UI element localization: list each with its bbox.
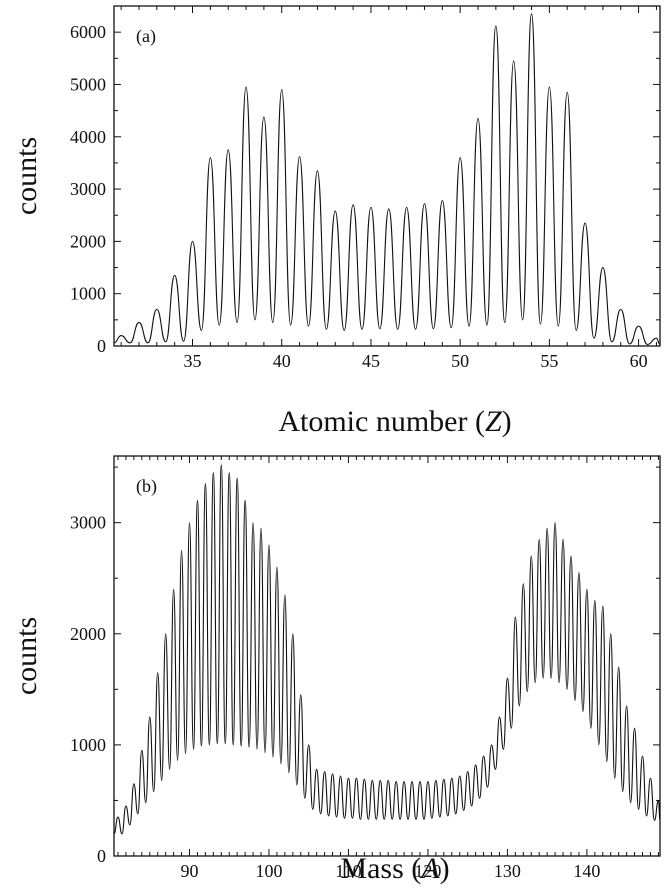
x-tick-label: 110 — [335, 861, 361, 881]
x-tick-label: 50 — [451, 351, 469, 371]
panel-label: (a) — [136, 26, 156, 47]
x-axis-title-close: ) — [502, 405, 512, 438]
y-tick-label: 6000 — [70, 22, 106, 42]
x-tick-label: 35 — [184, 351, 202, 371]
x-tick-label: 45 — [362, 351, 380, 371]
plot-frame — [113, 455, 661, 857]
series-line — [114, 464, 660, 835]
panel-a: 35 40 45 50 55 60 0 1000 2000 3000 4000 5000 6000 (a)… — [10, 5, 661, 438]
series-line — [114, 13, 660, 345]
x-tick-label: 55 — [540, 351, 558, 371]
y-axis-title: counts — [10, 137, 43, 215]
x-axis-title-text: Atomic number ( — [278, 405, 485, 438]
x-tick-label: 140 — [573, 861, 600, 881]
y-tick-label: 2000 — [70, 624, 106, 644]
x-tick-label: 130 — [494, 861, 521, 881]
x-axis-title-variable: A — [419, 852, 440, 885]
panel-label: (b) — [136, 476, 157, 497]
panel-b: 90 100 110 120 130 140 0 1000 2000 3000 (b) counts M… — [10, 455, 661, 885]
x-axis-title-text: Mass ( — [340, 852, 421, 885]
y-axis-title: counts — [10, 617, 43, 695]
y-tick-label: 0 — [97, 336, 106, 356]
y-tick-label: 4000 — [70, 127, 106, 147]
x-tick-label: 120 — [414, 861, 441, 881]
plot-frame — [113, 5, 661, 347]
x-axis-title: Mass (A) — [340, 852, 449, 885]
y-tick-label: 0 — [97, 846, 106, 866]
y-tick-label: 3000 — [70, 179, 106, 199]
y-tick-label: 2000 — [70, 231, 106, 251]
y-tick-label: 3000 — [70, 513, 106, 533]
y-tick-label: 1000 — [70, 735, 106, 755]
x-tick-label: 100 — [255, 861, 282, 881]
x-axis-title-close: ) — [440, 852, 450, 885]
x-tick-label: 90 — [181, 861, 199, 881]
x-axis-title: Atomic number (Z) — [278, 405, 511, 438]
y-tick-label: 5000 — [70, 74, 106, 94]
x-axis-title-variable: Z — [485, 405, 502, 438]
x-tick-label: 60 — [630, 351, 648, 371]
x-tick-label: 40 — [273, 351, 291, 371]
y-tick-label: 1000 — [70, 284, 106, 304]
